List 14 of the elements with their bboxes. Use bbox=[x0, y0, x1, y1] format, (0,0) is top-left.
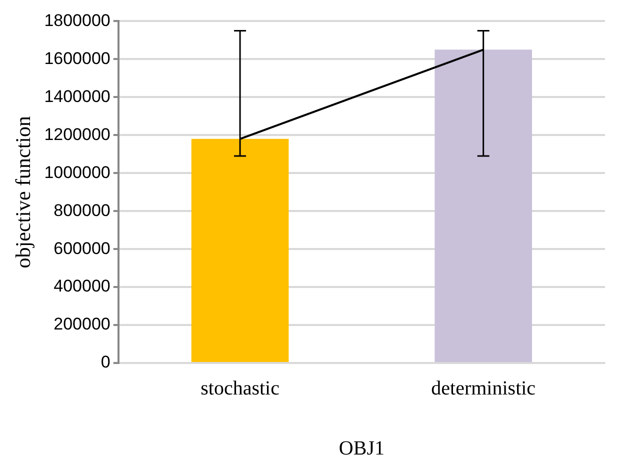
y-tick-label: 1400000 bbox=[44, 86, 110, 106]
y-tick-label: 200000 bbox=[54, 314, 110, 334]
x-axis-title: OBJ1 bbox=[338, 437, 384, 460]
x-tick-label: deterministic bbox=[431, 377, 536, 400]
y-tick-label: 1600000 bbox=[44, 48, 110, 68]
y-tick-label: 1800000 bbox=[44, 10, 110, 30]
y-tick-label: 0 bbox=[100, 352, 110, 372]
y-tick-label: 600000 bbox=[54, 238, 110, 258]
y-axis-title: objective function bbox=[11, 116, 36, 268]
y-tick-label: 400000 bbox=[54, 276, 110, 296]
y-tick-label: 800000 bbox=[54, 200, 110, 220]
x-tick-label: stochastic bbox=[200, 377, 280, 400]
y-tick-label: 1000000 bbox=[44, 162, 110, 182]
y-tick-label: 1200000 bbox=[44, 124, 110, 144]
